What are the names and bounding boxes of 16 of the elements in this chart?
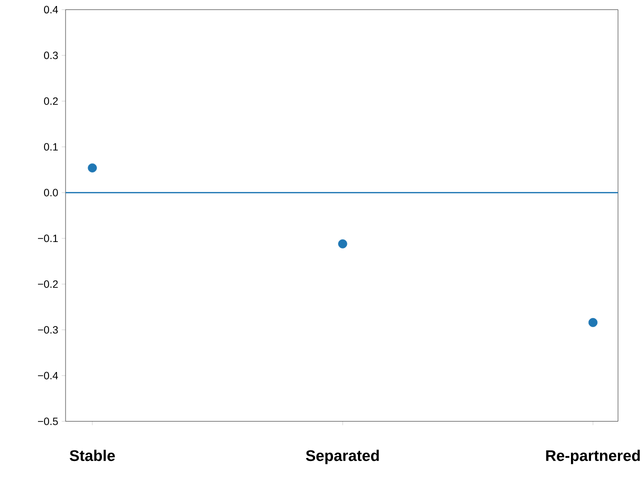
x-tick-label: Separated [306, 450, 379, 464]
y-tick-label: 0.3 [44, 52, 58, 60]
y-tick-label: −0.3 [38, 326, 58, 334]
x-tick-label: Stable [70, 450, 115, 461]
y-tick-label: −0.1 [38, 234, 58, 242]
point [588, 318, 598, 327]
point [88, 163, 97, 172]
y-tick-label: 0.4 [44, 6, 58, 14]
y-tick-label: 0.2 [44, 97, 58, 105]
y-tick-label: 0.0 [44, 188, 58, 196]
point [338, 239, 348, 248]
y-tick-label: 0.1 [44, 143, 58, 151]
y-tick-label: −0.5 [38, 418, 58, 425]
y-tick-label: −0.4 [38, 372, 58, 380]
x-tick-label: Re-partnered [546, 450, 640, 464]
y-tick-label: −0.2 [38, 280, 58, 288]
